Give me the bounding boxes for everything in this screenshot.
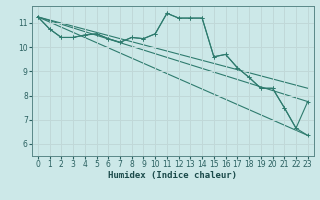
- X-axis label: Humidex (Indice chaleur): Humidex (Indice chaleur): [108, 171, 237, 180]
